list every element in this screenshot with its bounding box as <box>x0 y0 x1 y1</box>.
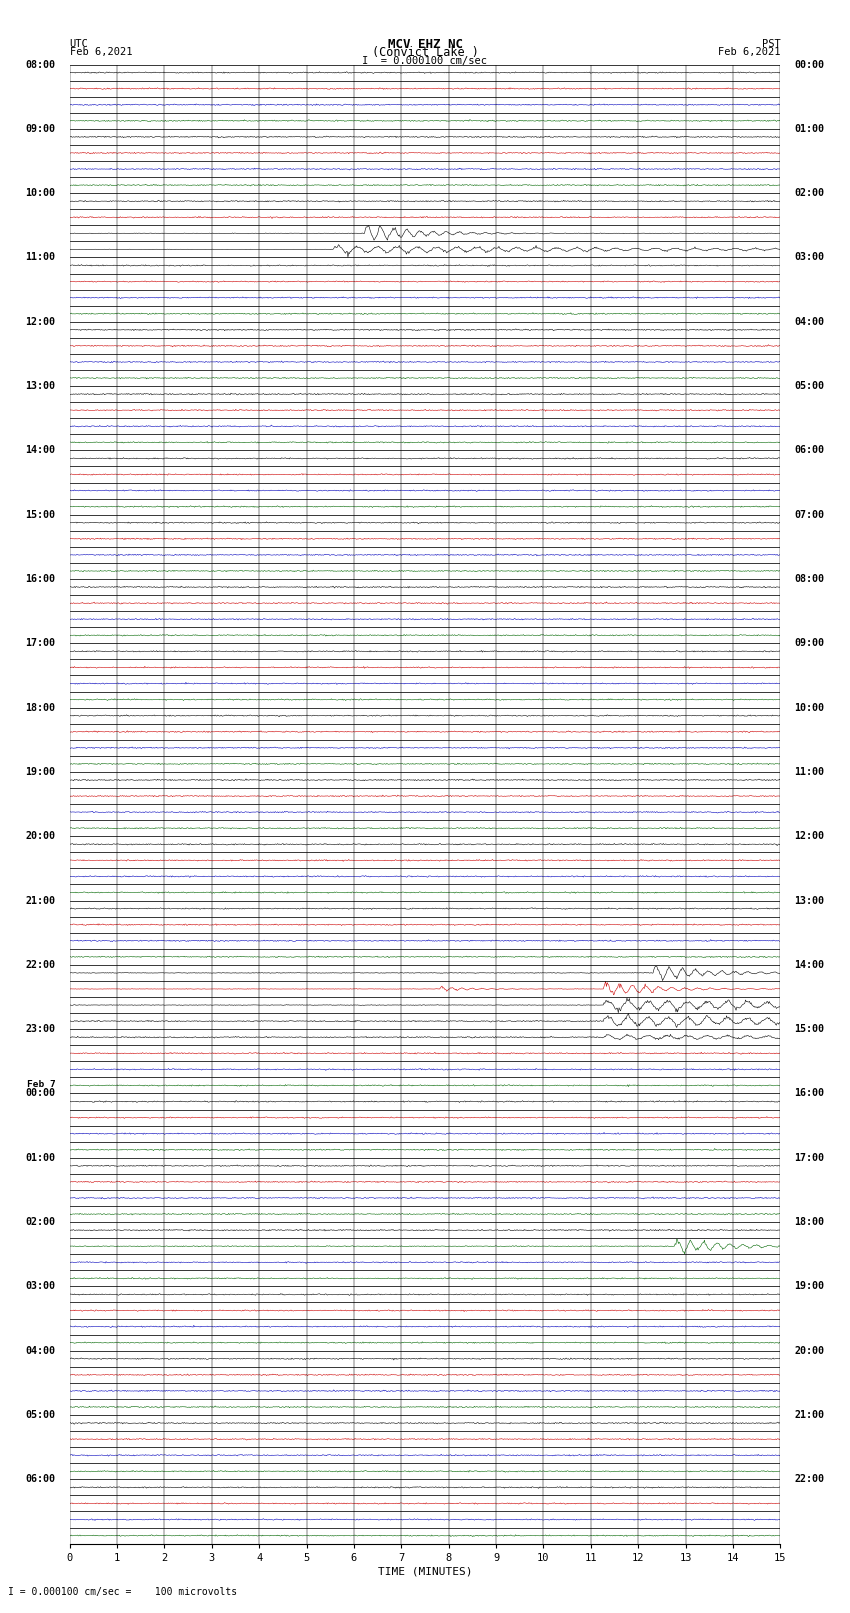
Text: 02:00: 02:00 <box>795 189 824 198</box>
Text: 19:00: 19:00 <box>26 766 55 777</box>
Text: 07:00: 07:00 <box>795 510 824 519</box>
Text: 18:00: 18:00 <box>26 703 55 713</box>
Text: 04:00: 04:00 <box>26 1345 55 1355</box>
Text: MCV EHZ NC: MCV EHZ NC <box>388 37 462 52</box>
Text: Feb 7: Feb 7 <box>26 1081 55 1089</box>
Text: 17:00: 17:00 <box>795 1153 824 1163</box>
Text: 05:00: 05:00 <box>26 1410 55 1419</box>
Text: 10:00: 10:00 <box>26 189 55 198</box>
Text: 04:00: 04:00 <box>795 316 824 327</box>
X-axis label: TIME (MINUTES): TIME (MINUTES) <box>377 1566 473 1578</box>
Text: (Convict Lake ): (Convict Lake ) <box>371 47 479 60</box>
Text: 03:00: 03:00 <box>26 1281 55 1292</box>
Text: 05:00: 05:00 <box>795 381 824 390</box>
Text: 21:00: 21:00 <box>26 895 55 905</box>
Text: 15:00: 15:00 <box>795 1024 824 1034</box>
Text: 01:00: 01:00 <box>26 1153 55 1163</box>
Text: 10:00: 10:00 <box>795 703 824 713</box>
Text: PST: PST <box>762 39 780 48</box>
Text: 03:00: 03:00 <box>795 253 824 263</box>
Text: 14:00: 14:00 <box>26 445 55 455</box>
Text: 11:00: 11:00 <box>795 766 824 777</box>
Text: 13:00: 13:00 <box>795 895 824 905</box>
Text: 00:00: 00:00 <box>26 1089 55 1098</box>
Text: Feb 6,2021: Feb 6,2021 <box>70 47 133 56</box>
Text: 09:00: 09:00 <box>26 124 55 134</box>
Text: 19:00: 19:00 <box>795 1281 824 1292</box>
Text: 18:00: 18:00 <box>795 1218 824 1227</box>
Text: I  = 0.000100 cm/sec: I = 0.000100 cm/sec <box>362 56 488 66</box>
Text: 16:00: 16:00 <box>26 574 55 584</box>
Text: 12:00: 12:00 <box>26 316 55 327</box>
Text: 08:00: 08:00 <box>795 574 824 584</box>
Text: 23:00: 23:00 <box>26 1024 55 1034</box>
Text: 06:00: 06:00 <box>795 445 824 455</box>
Text: 13:00: 13:00 <box>26 381 55 390</box>
Text: 22:00: 22:00 <box>26 960 55 969</box>
Text: 16:00: 16:00 <box>795 1089 824 1098</box>
Text: 11:00: 11:00 <box>26 253 55 263</box>
Text: 21:00: 21:00 <box>795 1410 824 1419</box>
Text: 17:00: 17:00 <box>26 639 55 648</box>
Text: 09:00: 09:00 <box>795 639 824 648</box>
Text: 02:00: 02:00 <box>26 1218 55 1227</box>
Text: 22:00: 22:00 <box>795 1474 824 1484</box>
Text: 20:00: 20:00 <box>26 831 55 842</box>
Text: 20:00: 20:00 <box>795 1345 824 1355</box>
Text: 01:00: 01:00 <box>795 124 824 134</box>
Text: 08:00: 08:00 <box>26 60 55 69</box>
Text: I = 0.000100 cm/sec =    100 microvolts: I = 0.000100 cm/sec = 100 microvolts <box>8 1587 238 1597</box>
Text: UTC: UTC <box>70 39 88 48</box>
Text: 15:00: 15:00 <box>26 510 55 519</box>
Text: 00:00: 00:00 <box>795 60 824 69</box>
Text: Feb 6,2021: Feb 6,2021 <box>717 47 780 56</box>
Text: 12:00: 12:00 <box>795 831 824 842</box>
Text: 06:00: 06:00 <box>26 1474 55 1484</box>
Text: 14:00: 14:00 <box>795 960 824 969</box>
